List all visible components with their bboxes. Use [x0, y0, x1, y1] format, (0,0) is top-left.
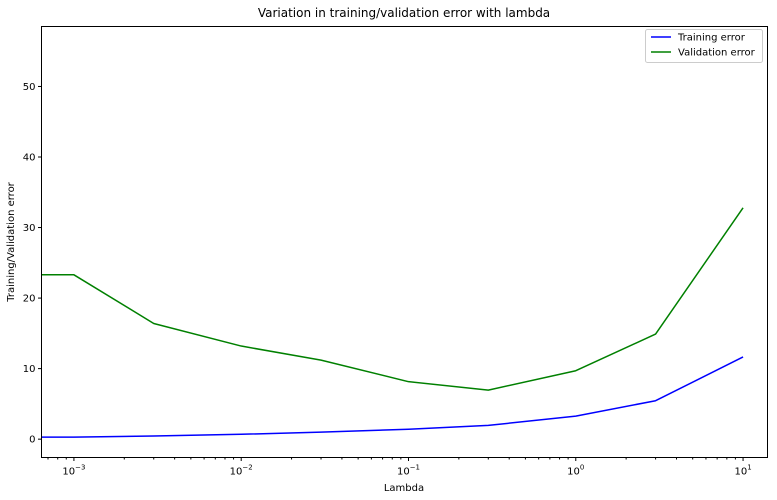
- y-tick-label: 0: [29, 435, 35, 446]
- x-tick-label: 10−1: [397, 464, 420, 478]
- series-line-validation-error: [41, 207, 744, 391]
- axes-frame: [41, 26, 768, 458]
- x-tick-label: 10−2: [230, 464, 253, 478]
- legend-box: [645, 29, 763, 63]
- x-tick-label: 100: [567, 464, 584, 478]
- y-tick-label: 20: [23, 294, 36, 305]
- y-tick-label: 10: [23, 364, 36, 375]
- y-tick-label: 50: [23, 82, 36, 93]
- x-tick-label: 10−3: [62, 464, 85, 478]
- y-axis-label: Training/Validation error: [6, 181, 17, 302]
- x-tick-label: 101: [734, 464, 751, 478]
- plot-area: [41, 207, 744, 438]
- chart-title: Variation in training/validation error w…: [258, 6, 550, 20]
- y-tick-label: 40: [23, 152, 36, 163]
- legend: Training error Validation error: [645, 29, 763, 63]
- y-tick-label: 30: [23, 223, 36, 234]
- x-axis-label: Lambda: [384, 483, 424, 494]
- y-axis: 0 10 20 30 40 50: [23, 82, 42, 446]
- legend-entry: Training error: [677, 33, 746, 44]
- x-axis: 10−3 10−2 10−1 100 101: [47, 457, 752, 478]
- legend-entry: Validation error: [678, 48, 756, 59]
- series-line-training-error: [41, 356, 744, 438]
